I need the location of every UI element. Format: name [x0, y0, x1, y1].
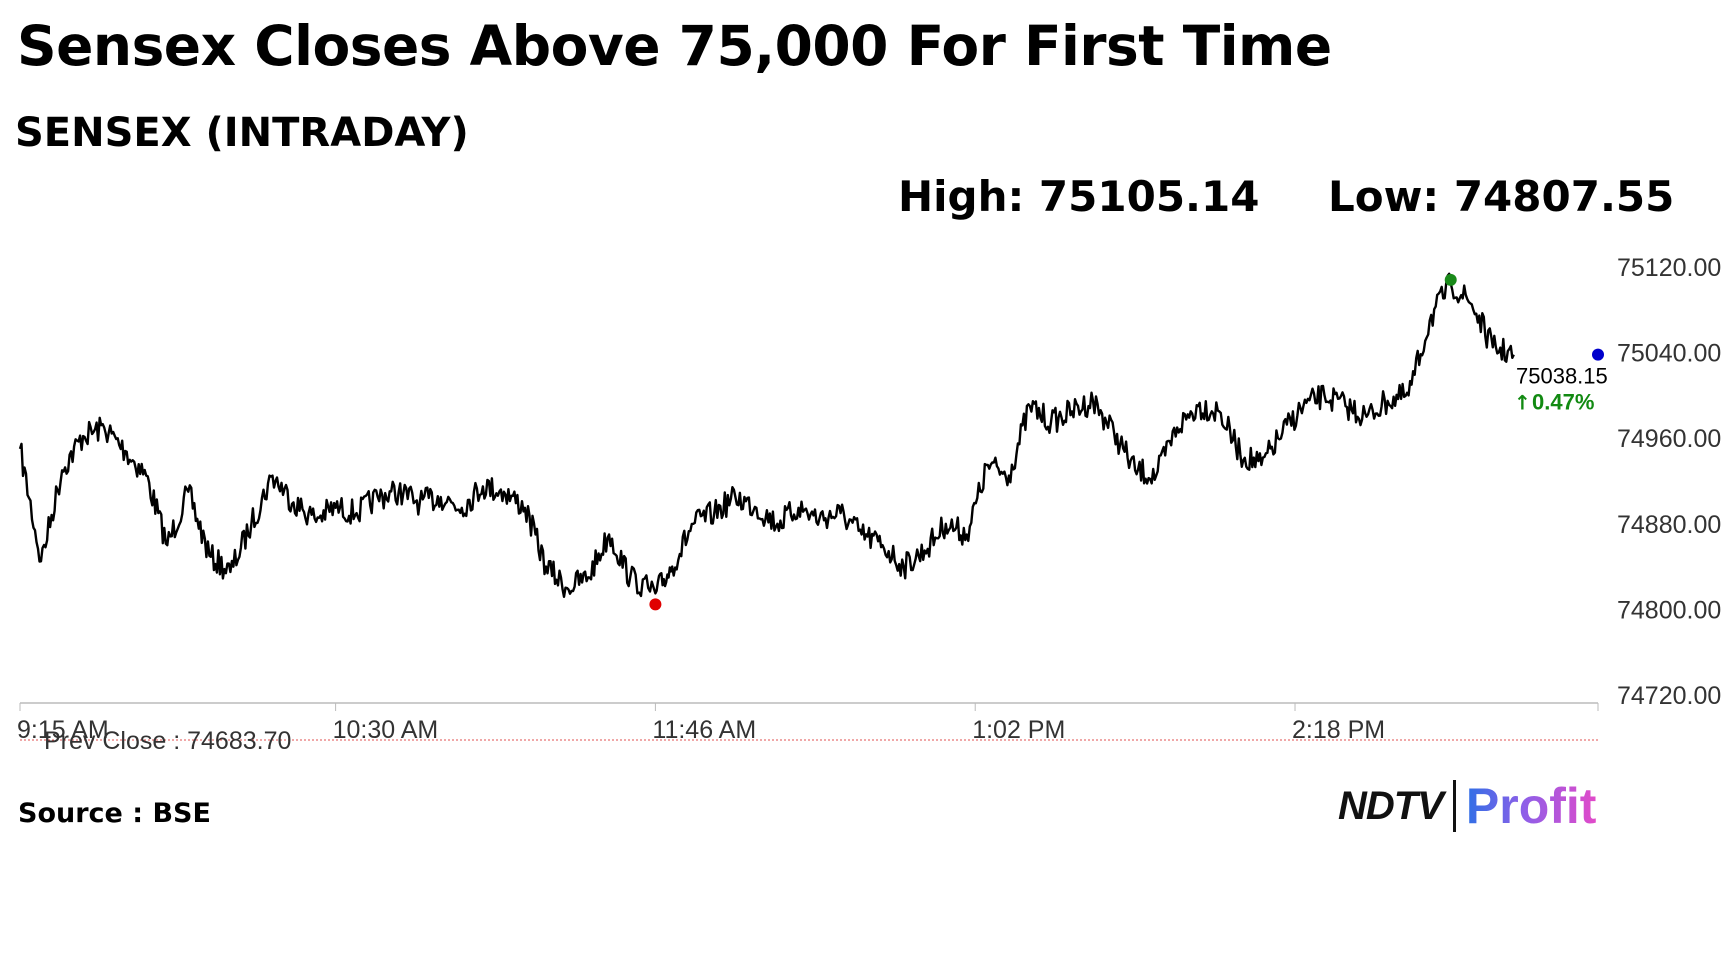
y-tick-label: 74800.00: [1617, 596, 1721, 624]
last-value-label: 75038.15: [1516, 364, 1608, 389]
x-tick-label: 9:15 AM: [17, 716, 109, 744]
x-tick-labels: 9:15 AM 10:30 AM 11:46 AM 1:02 PM 2:18 PM: [17, 716, 1385, 744]
logo-separator: [1452, 780, 1456, 832]
last-point-marker: [1592, 348, 1604, 361]
price-line: [18, 272, 1515, 598]
chart-title: SENSEX (INTRADAY): [15, 110, 469, 156]
high-point-marker: [1444, 273, 1457, 286]
prev-close-label: Prev Close : 74683.70: [44, 727, 291, 755]
y-tick-label: 75040.00: [1617, 340, 1721, 368]
logo-profit: Profit: [1465, 778, 1597, 834]
y-tick-label: 74720.00: [1617, 682, 1721, 710]
x-tick-label: 1:02 PM: [972, 716, 1065, 744]
x-tick-marks: [19, 703, 1599, 711]
x-tick-label: 11:46 AM: [652, 716, 756, 744]
up-arrow-icon: ↑: [1514, 391, 1531, 415]
low-value: Low: 74807.55: [1328, 172, 1675, 221]
ndtv-profit-logo: NDTV Profit: [1338, 778, 1596, 834]
x-tick-label: 2:18 PM: [1292, 716, 1385, 744]
change-percent-label: 0.47%: [1532, 390, 1594, 415]
logo-ndtv: NDTV: [1338, 783, 1444, 828]
headline: Sensex Closes Above 75,000 For First Tim…: [17, 14, 1332, 78]
y-tick-labels: 75120.00 75040.00 74960.00 74880.00 74800.00…: [1617, 254, 1721, 710]
y-tick-label: 74960.00: [1617, 425, 1721, 453]
high-value: High: 75105.14: [898, 172, 1260, 221]
y-tick-label: 75120.00: [1617, 254, 1721, 282]
intraday-chart: 9:15 AM 10:30 AM 11:46 AM 1:02 PM 2:18 PM 75…: [17, 254, 1721, 755]
low-point-marker: [649, 598, 662, 611]
source-note: Source : BSE: [18, 798, 211, 829]
x-tick-label: 10:30 AM: [333, 716, 439, 744]
y-tick-label: 74880.00: [1617, 511, 1721, 539]
